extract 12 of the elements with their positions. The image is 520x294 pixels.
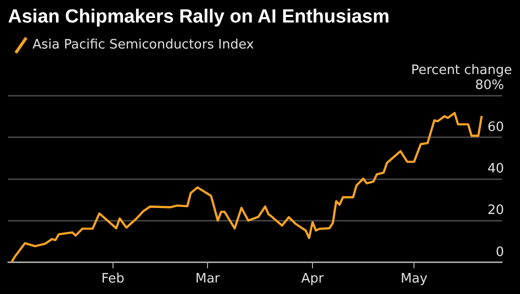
- y-tick-label: 40: [487, 161, 504, 176]
- y-axis-title: Percent change: [411, 63, 512, 78]
- x-tick-label: Apr: [301, 272, 324, 287]
- x-tick-label: Feb: [101, 272, 124, 287]
- legend-label: Asia Pacific Semiconductors Index: [32, 38, 254, 53]
- x-tick-label: May: [400, 272, 428, 287]
- chart-title: Asian Chipmakers Rally on AI Enthusiasm: [8, 6, 390, 28]
- x-tick-label: Mar: [195, 272, 221, 287]
- y-tick-label: 0: [496, 244, 504, 260]
- y-tick-label: 80%: [475, 78, 504, 94]
- y-tick-label: 60: [487, 120, 504, 135]
- y-tick-label: 20: [487, 203, 504, 218]
